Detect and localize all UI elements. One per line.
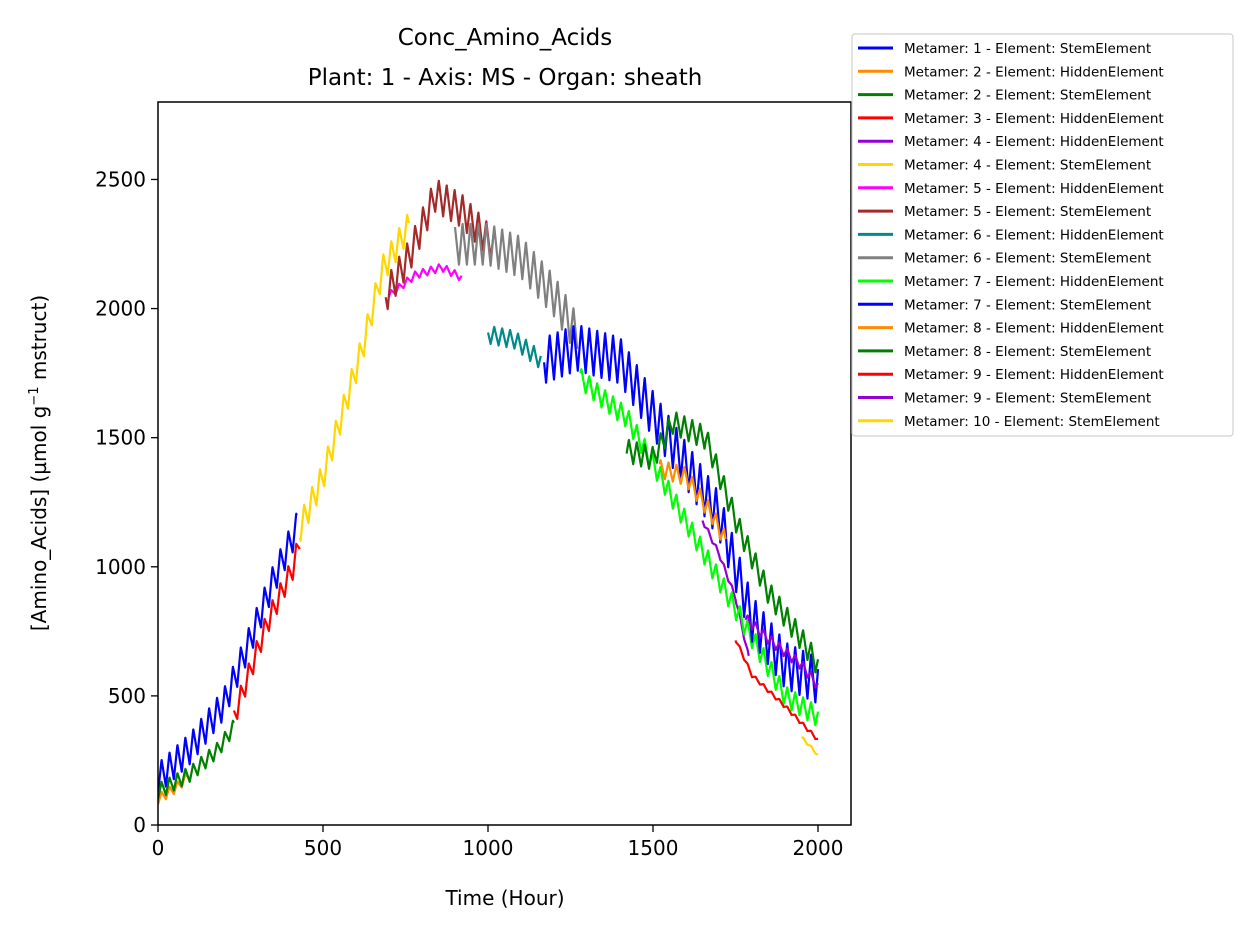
plot-frame (157, 101, 852, 826)
legend-label: Metamer: 4 - Element: HiddenElement (904, 134, 1164, 150)
y-axis-label-tail: mstruct) (27, 295, 51, 387)
y-tick-label: 1000 (95, 555, 146, 579)
y-tick-label: 1500 (95, 426, 146, 450)
legend-label: Metamer: 6 - Element: StemElement (904, 251, 1151, 267)
x-tick-label: 500 (304, 836, 342, 860)
legend-label: Metamer: 9 - Element: StemElement (904, 391, 1151, 407)
legend-label: Metamer: 4 - Element: StemElement (904, 158, 1151, 174)
legend-label: Metamer: 2 - Element: StemElement (904, 88, 1151, 104)
legend-label: Metamer: 2 - Element: HiddenElement (904, 64, 1164, 80)
series-line-7 (387, 263, 463, 298)
series-line-2 (158, 772, 193, 805)
series-line-14 (625, 411, 820, 674)
legend-label: Metamer: 9 - Element: HiddenElement (904, 367, 1164, 383)
series-line-4 (232, 542, 301, 720)
legend-label: Metamer: 5 - Element: HiddenElement (904, 181, 1164, 197)
legend-label: Metamer: 10 - Element: StemElement (904, 414, 1160, 430)
chart-title: Conc_Amino_Acids (398, 25, 612, 51)
y-tick-label: 500 (108, 684, 146, 708)
series-line-13 (658, 459, 727, 541)
y-tick-label: 2000 (95, 297, 146, 321)
series-line-6 (298, 213, 410, 542)
y-axis-label: [Amino_Acids] (µmol g−1 mstruct) (27, 295, 51, 631)
series-line-11 (579, 368, 820, 727)
y-tick-label: 0 (133, 813, 146, 837)
series-line-10 (453, 222, 579, 349)
series-line-3 (158, 719, 235, 800)
legend-label: Metamer: 8 - Element: StemElement (904, 344, 1151, 360)
y-axis: 0 500 1000 1500 2000 2500 (95, 167, 158, 837)
legend-label: Metamer: 5 - Element: StemElement (904, 204, 1151, 220)
legend-label: Metamer: 8 - Element: HiddenElement (904, 321, 1164, 337)
series-line-17 (800, 736, 819, 756)
x-axis-label: Time (Hour) (444, 886, 564, 910)
series-line-12 (543, 324, 820, 704)
y-tick-label: 2500 (95, 167, 146, 191)
series-line-5 (701, 520, 750, 657)
x-tick-label: 2000 (793, 836, 844, 860)
x-axis: 0 500 1000 1500 2000 (152, 825, 844, 860)
series-line-1 (158, 512, 298, 795)
legend-label: Metamer: 1 - Element: StemElement (904, 41, 1151, 57)
y-axis-label-superscript: −1 (27, 387, 42, 406)
legend-label: Metamer: 6 - Element: HiddenElement (904, 227, 1164, 243)
x-tick-label: 0 (152, 836, 165, 860)
chart-subtitle: Plant: 1 - Axis: MS - Organ: sheath (308, 65, 703, 91)
legend-box (851, 33, 1234, 437)
series-line-9 (486, 325, 542, 369)
legend-label: Metamer: 7 - Element: HiddenElement (904, 274, 1164, 290)
y-axis-label-main: [Amino_Acids] (µmol g (27, 406, 51, 631)
series-line-16 (744, 614, 819, 689)
x-tick-label: 1500 (628, 836, 679, 860)
series-line-15 (734, 640, 819, 741)
x-tick-label: 1000 (463, 836, 514, 860)
legend-label: Metamer: 7 - Element: StemElement (904, 297, 1151, 313)
series-line-8 (384, 179, 496, 311)
legend: Metamer: 1 - Element: StemElement Metamer… (851, 33, 1234, 437)
series-layer (158, 179, 820, 805)
legend-label: Metamer: 3 - Element: HiddenElement (904, 111, 1164, 127)
